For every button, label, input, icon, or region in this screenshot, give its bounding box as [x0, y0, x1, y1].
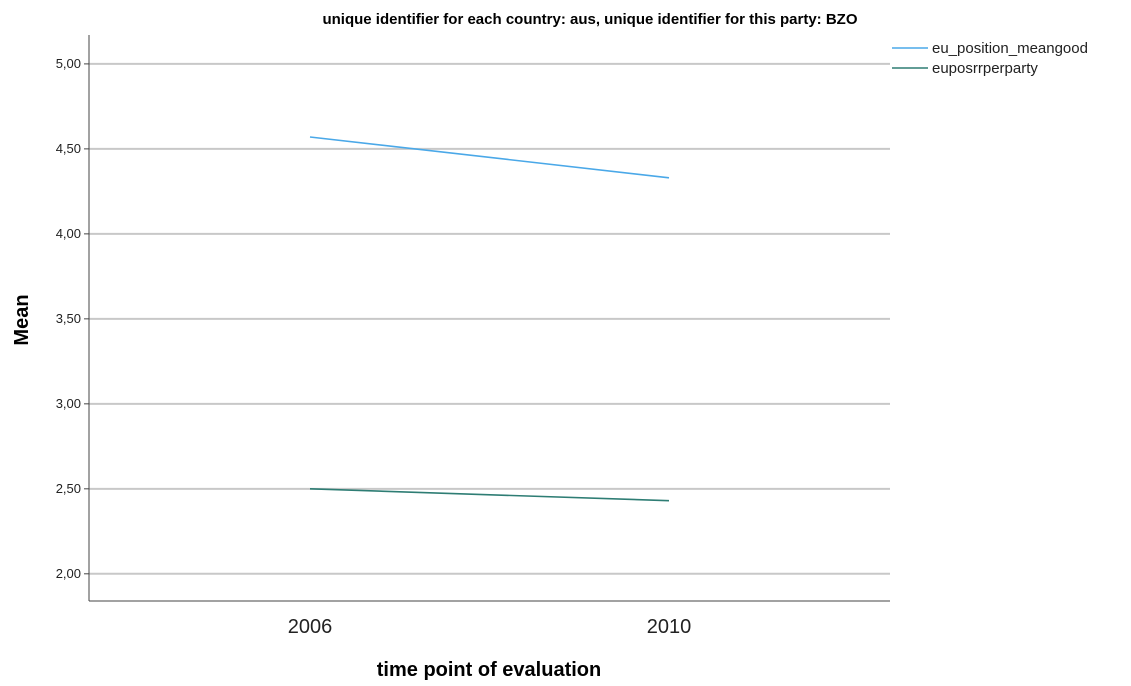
chart-title: unique identifier for each country: aus,… — [322, 11, 857, 28]
y-tick-label: 2,50 — [56, 481, 81, 496]
x-tick-label: 2010 — [647, 616, 692, 638]
series-line-euposrrperparty — [309, 488, 670, 502]
y-tick-label: 2,00 — [56, 566, 81, 581]
axes — [88, 35, 890, 602]
legend-label: euposrrperparty — [932, 60, 1038, 77]
y-axis-ticks: 2,00 2,50 3,00 3,50 4,00 4,50 5,00 — [56, 56, 89, 581]
y-tick-label: 4,50 — [56, 141, 81, 156]
y-tick-label: 4,00 — [56, 226, 81, 241]
series-line-eu_position_meangood — [309, 136, 670, 179]
x-axis-label: time point of evaluation — [377, 659, 601, 681]
series-lines — [309, 136, 670, 502]
legend: eu_position_meangood euposrrperparty — [892, 40, 1088, 77]
y-tick-label: 5,00 — [56, 56, 81, 71]
y-axis-label: Mean — [11, 294, 33, 345]
x-axis-ticks: 2006 2010 — [288, 616, 692, 638]
y-tick-label: 3,50 — [56, 311, 81, 326]
legend-label: eu_position_meangood — [932, 40, 1088, 57]
y-tick-label: 3,00 — [56, 396, 81, 411]
gridlines — [89, 62, 890, 575]
x-tick-label: 2006 — [288, 616, 333, 638]
